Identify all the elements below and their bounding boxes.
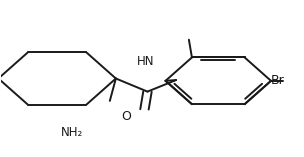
Text: Br: Br [271,74,285,87]
Text: O: O [122,110,131,123]
Text: NH₂: NH₂ [61,126,83,139]
Text: HN: HN [136,55,154,68]
